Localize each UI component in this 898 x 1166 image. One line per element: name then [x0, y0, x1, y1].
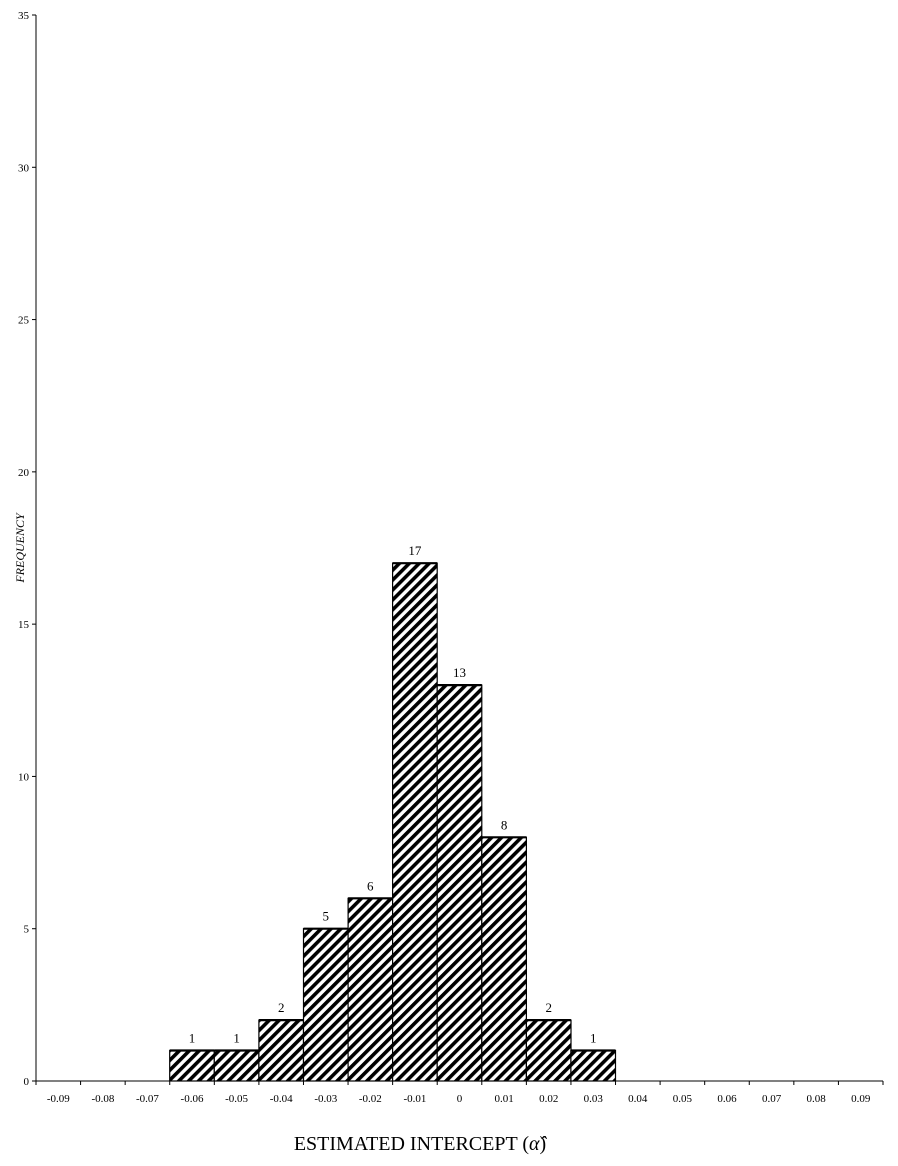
data-label: 17 — [408, 543, 422, 558]
data-label: 6 — [367, 878, 374, 893]
x-axis-label: ESTIMATED INTERCEPT (α̂) — [294, 1133, 548, 1155]
bar-0 — [436, 684, 483, 1082]
data-label: 2 — [545, 1000, 552, 1015]
bars-group — [169, 562, 617, 1082]
x-tick-label: -0.08 — [91, 1093, 114, 1105]
y-tick-label: 25 — [18, 315, 30, 327]
x-tick-label: 0.01 — [494, 1093, 513, 1105]
y-axis: 0 5 10 15 20 25 30 35 — [18, 10, 37, 1088]
bar--0.04 — [258, 1019, 305, 1082]
data-label: 13 — [453, 665, 466, 680]
bar--0.06 — [169, 1049, 215, 1082]
x-tick-label: -0.04 — [270, 1093, 293, 1105]
bar-0.02 — [525, 1019, 572, 1082]
bar--0.05 — [213, 1049, 260, 1082]
y-tick-label: 20 — [18, 467, 30, 479]
y-tick-label: 30 — [18, 162, 30, 174]
x-tick-label: 0.04 — [628, 1093, 648, 1105]
x-tick-label: 0.02 — [539, 1093, 558, 1105]
data-label: 8 — [501, 817, 508, 832]
x-tick-label: 0 — [457, 1093, 463, 1105]
x-tick-label: 0.03 — [584, 1093, 604, 1105]
bar--0.01 — [392, 562, 438, 1082]
y-tick-label: 5 — [24, 924, 30, 936]
x-axis: -0.09 -0.08 -0.07 -0.06 -0.05 -0.04 -0.03 -0.02… — [35, 1080, 884, 1105]
bar--0.02 — [347, 897, 394, 1082]
x-tick-label: 0.07 — [762, 1093, 782, 1105]
x-tick-label: -0.03 — [314, 1093, 337, 1105]
bar-0.01 — [481, 836, 527, 1082]
x-tick-label: 0.05 — [673, 1093, 693, 1105]
data-label: 1 — [189, 1031, 196, 1046]
data-label: 1 — [233, 1031, 240, 1046]
x-tick-label: 0.06 — [717, 1093, 737, 1105]
x-axis-label-text: ESTIMATED INTERCEPT — [294, 1133, 518, 1155]
data-label: 2 — [278, 1000, 285, 1015]
x-tick-label: -0.07 — [136, 1093, 159, 1105]
bar-0.03 — [570, 1049, 617, 1082]
x-tick-label: -0.09 — [47, 1093, 70, 1105]
x-tick-label: -0.01 — [403, 1093, 426, 1105]
bar--0.03 — [302, 928, 349, 1082]
x-tick-label: -0.02 — [359, 1093, 382, 1105]
y-tick-label: 35 — [18, 10, 30, 22]
x-tick-label: -0.06 — [181, 1093, 204, 1105]
data-labels-group: 1 1 2 5 6 17 13 8 2 1 — [189, 543, 597, 1045]
data-label: 5 — [323, 909, 330, 924]
y-tick-label: 0 — [24, 1076, 30, 1088]
x-tick-label: 0.08 — [806, 1093, 826, 1105]
y-tick-label: 10 — [18, 771, 30, 783]
y-tick-label: 15 — [18, 619, 30, 631]
x-tick-label: -0.05 — [225, 1093, 248, 1105]
x-tick-label: 0.09 — [851, 1093, 871, 1105]
y-axis-label: FREQUENCY — [13, 512, 27, 584]
data-label: 1 — [590, 1031, 597, 1046]
